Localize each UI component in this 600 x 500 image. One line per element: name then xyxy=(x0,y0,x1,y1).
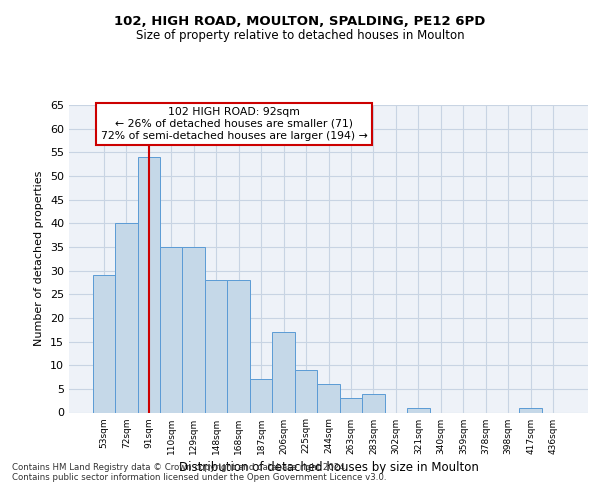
Bar xyxy=(340,398,362,412)
X-axis label: Distribution of detached houses by size in Moulton: Distribution of detached houses by size … xyxy=(179,460,478,473)
Bar xyxy=(137,157,160,412)
Bar xyxy=(115,224,137,412)
Y-axis label: Number of detached properties: Number of detached properties xyxy=(34,171,44,346)
Text: 102 HIGH ROAD: 92sqm
← 26% of detached houses are smaller (71)
72% of semi-detac: 102 HIGH ROAD: 92sqm ← 26% of detached h… xyxy=(101,108,368,140)
Bar xyxy=(182,247,205,412)
Text: Contains HM Land Registry data © Crown copyright and database right 2024.
Contai: Contains HM Land Registry data © Crown c… xyxy=(12,462,386,482)
Bar xyxy=(272,332,295,412)
Bar xyxy=(520,408,542,412)
Bar xyxy=(205,280,227,412)
Bar xyxy=(295,370,317,412)
Bar xyxy=(92,276,115,412)
Bar xyxy=(317,384,340,412)
Bar xyxy=(407,408,430,412)
Bar xyxy=(250,380,272,412)
Text: Size of property relative to detached houses in Moulton: Size of property relative to detached ho… xyxy=(136,29,464,42)
Text: 102, HIGH ROAD, MOULTON, SPALDING, PE12 6PD: 102, HIGH ROAD, MOULTON, SPALDING, PE12 … xyxy=(115,15,485,28)
Bar xyxy=(160,247,182,412)
Bar xyxy=(227,280,250,412)
Bar xyxy=(362,394,385,412)
